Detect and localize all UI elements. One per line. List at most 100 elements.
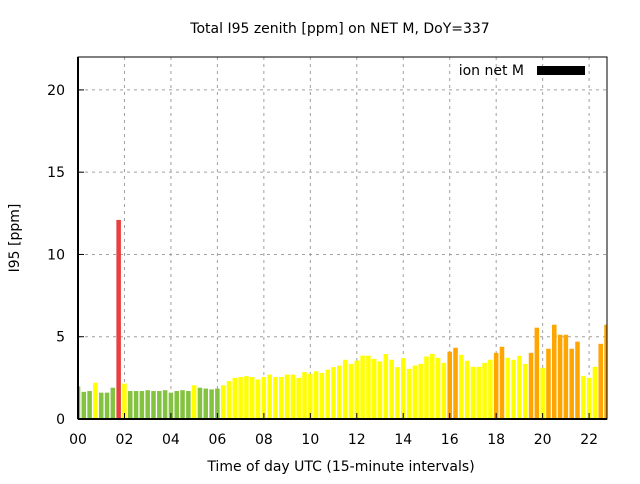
bar bbox=[145, 390, 150, 419]
bar bbox=[540, 367, 545, 419]
bar bbox=[290, 374, 296, 419]
bar bbox=[104, 392, 110, 419]
bar bbox=[493, 352, 499, 419]
x-tick-label: 02 bbox=[116, 432, 134, 448]
bar bbox=[604, 324, 607, 419]
y-tick-label: 0 bbox=[56, 412, 65, 428]
bar bbox=[226, 381, 232, 419]
y-tick-label: 10 bbox=[47, 247, 65, 263]
chart-title: Total I95 zenith [ppm] on NET M, DoY=337 bbox=[189, 21, 489, 37]
x-tick-label: 20 bbox=[534, 432, 552, 448]
bar bbox=[389, 359, 394, 419]
x-axis-label: Time of day UTC (15-minute intervals) bbox=[206, 459, 474, 475]
bar bbox=[157, 391, 162, 419]
bar bbox=[209, 389, 214, 419]
bar bbox=[598, 343, 603, 419]
bar bbox=[528, 352, 534, 419]
bars bbox=[78, 219, 607, 419]
bar bbox=[267, 374, 272, 419]
bar bbox=[354, 360, 360, 419]
legend-swatch bbox=[537, 66, 585, 75]
y-tick-label: 5 bbox=[56, 330, 65, 346]
y-tick-label: 15 bbox=[47, 165, 65, 181]
bar bbox=[151, 391, 156, 419]
bar bbox=[279, 377, 284, 419]
bar bbox=[325, 369, 331, 419]
y-axis-ticks: 0 5 10 15 20 bbox=[47, 83, 84, 428]
bar bbox=[441, 362, 447, 419]
bar bbox=[546, 348, 551, 419]
bar bbox=[302, 372, 307, 419]
bar bbox=[122, 383, 127, 419]
bar bbox=[505, 357, 511, 419]
y-axis-label: I95 [ppm] bbox=[7, 204, 23, 273]
x-tick-label: 08 bbox=[255, 432, 273, 448]
plot-frame bbox=[77, 56, 608, 420]
x-tick-label: 00 bbox=[69, 432, 87, 448]
bar bbox=[337, 365, 342, 419]
bar bbox=[162, 390, 168, 419]
bar bbox=[430, 353, 435, 419]
x-tick-label: 06 bbox=[208, 432, 226, 448]
bar bbox=[220, 385, 226, 419]
bar bbox=[261, 377, 267, 419]
bar bbox=[110, 387, 116, 419]
bar bbox=[581, 375, 586, 419]
bar bbox=[139, 391, 145, 419]
bar bbox=[249, 377, 255, 419]
bar bbox=[371, 358, 377, 419]
bar bbox=[575, 341, 580, 419]
bar bbox=[180, 390, 185, 419]
bar bbox=[453, 347, 458, 419]
x-tick-label: 16 bbox=[441, 432, 459, 448]
x-tick-label: 18 bbox=[487, 432, 505, 448]
x-tick-label: 14 bbox=[394, 432, 412, 448]
bar bbox=[412, 365, 418, 419]
bar bbox=[366, 355, 371, 419]
bar bbox=[116, 219, 121, 419]
bar bbox=[459, 354, 464, 419]
bar bbox=[238, 377, 243, 419]
bar bbox=[563, 334, 569, 419]
bar bbox=[447, 351, 452, 419]
bar bbox=[81, 391, 87, 419]
x-tick-label: 22 bbox=[580, 432, 598, 448]
grid-lines bbox=[78, 57, 607, 419]
bar bbox=[348, 363, 354, 419]
bar bbox=[464, 360, 470, 419]
bar bbox=[308, 373, 313, 419]
bar bbox=[592, 366, 598, 419]
bar bbox=[551, 324, 557, 419]
bar bbox=[470, 366, 476, 419]
x-tick-label: 12 bbox=[348, 432, 366, 448]
legend: ion net M bbox=[459, 63, 585, 79]
bar bbox=[383, 354, 389, 419]
x-axis-ticks: 00 02 04 06 08 10 12 14 16 18 20 22 bbox=[69, 413, 598, 448]
bar bbox=[174, 391, 180, 419]
bar bbox=[273, 377, 278, 419]
bar bbox=[255, 379, 261, 419]
bar bbox=[424, 356, 429, 419]
bar bbox=[511, 359, 516, 419]
bar bbox=[191, 385, 197, 419]
bar bbox=[284, 374, 290, 419]
bar bbox=[186, 391, 191, 419]
bar bbox=[313, 371, 319, 419]
bar bbox=[360, 355, 365, 419]
bar bbox=[197, 387, 203, 419]
bar bbox=[331, 367, 336, 419]
bar bbox=[232, 377, 238, 419]
bar bbox=[569, 348, 574, 419]
bar bbox=[244, 376, 249, 419]
bar bbox=[522, 363, 528, 419]
y-tick-label: 20 bbox=[47, 83, 65, 99]
bar bbox=[395, 367, 400, 419]
bar bbox=[406, 368, 412, 419]
bar bbox=[128, 391, 133, 419]
legend-label: ion net M bbox=[459, 63, 524, 79]
bar bbox=[203, 388, 209, 419]
bar bbox=[93, 382, 98, 419]
bar bbox=[482, 362, 487, 419]
bar bbox=[377, 361, 383, 419]
